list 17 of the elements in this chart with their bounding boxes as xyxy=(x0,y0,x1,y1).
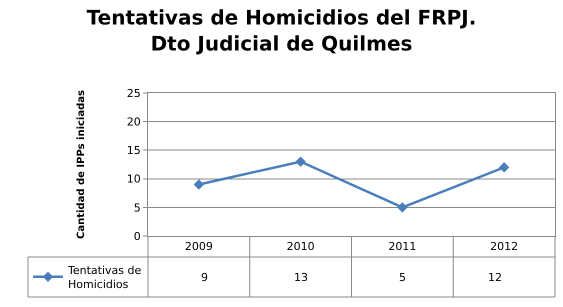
data-label: 13 xyxy=(294,271,308,284)
data-label: 12 xyxy=(488,271,502,284)
data-label: 5 xyxy=(399,271,406,284)
y-tick-label: 5 xyxy=(134,201,141,214)
data-label: 9 xyxy=(201,271,208,284)
y-axis-title: Cantidad de IPPs iniciadas xyxy=(76,90,87,239)
chart-title: Tentativas de Homicidios del FRPJ. Dto Judicial de Quilmes xyxy=(86,6,476,56)
y-tick-label: 10 xyxy=(126,172,141,186)
x-tick-label: 2011 xyxy=(388,240,416,254)
x-tick-label: 2009 xyxy=(184,240,213,254)
y-tick-label: 15 xyxy=(126,144,141,158)
x-tick-label: 2010 xyxy=(286,240,315,254)
y-tick-label: 0 xyxy=(134,230,141,243)
x-tick-label: 2012 xyxy=(490,240,518,254)
y-tick-label: 25 xyxy=(126,86,141,100)
legend-label: Tentativas de Homicidios xyxy=(67,264,142,292)
y-tick-label: 20 xyxy=(126,115,141,128)
